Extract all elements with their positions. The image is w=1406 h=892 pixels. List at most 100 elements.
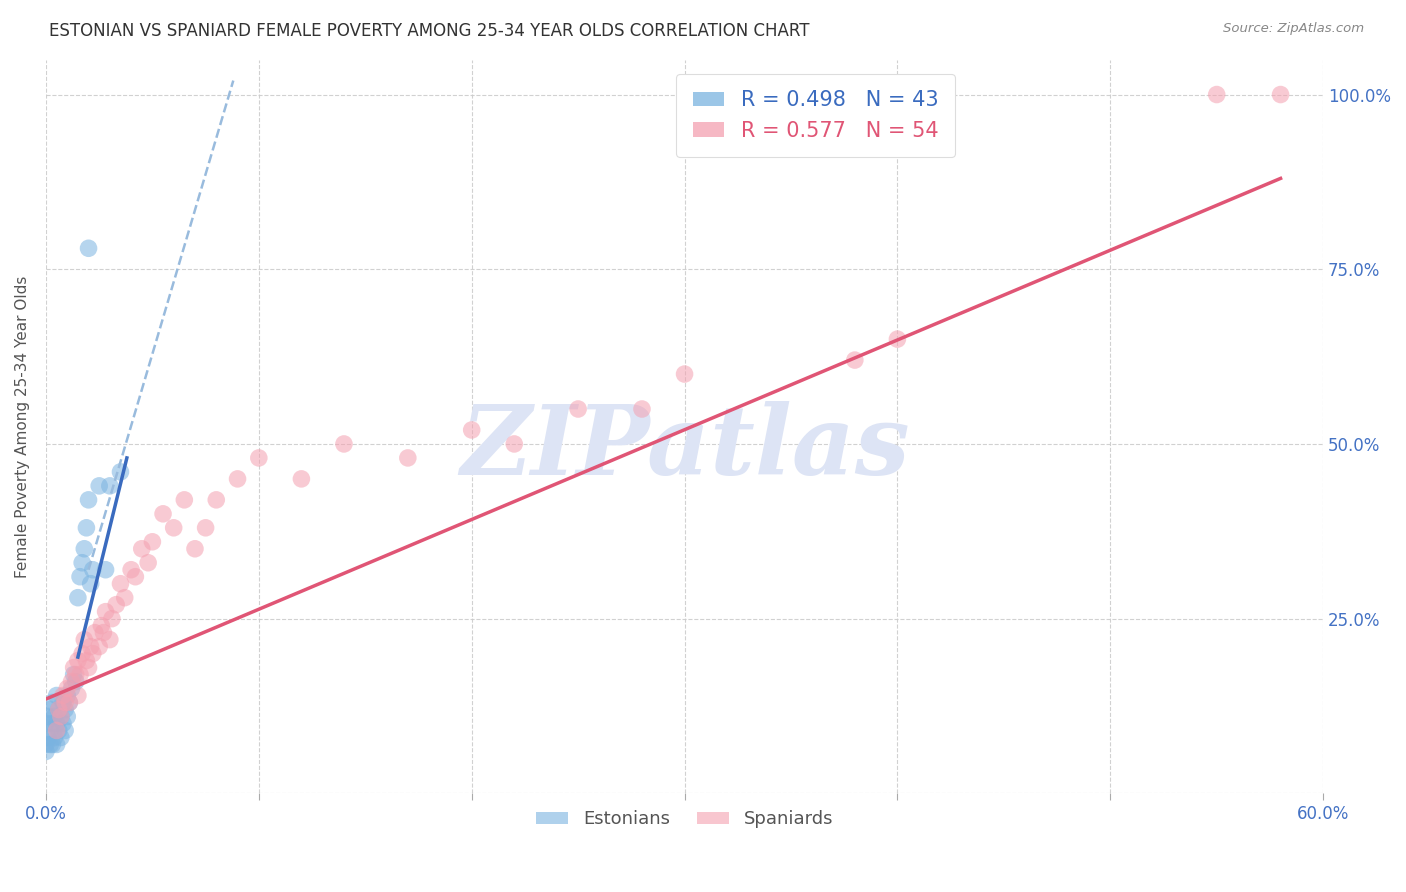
Point [58, 696, 80, 710]
Point [35, 716, 58, 731]
Point [98, 479, 121, 493]
Point [114, 591, 136, 605]
Point [75, 654, 97, 668]
Point [41, 696, 63, 710]
Point [60, 681, 83, 696]
Point [84, 625, 107, 640]
Point [93, 625, 115, 640]
Point [94, 605, 117, 619]
Text: ZIPatlas: ZIPatlas [460, 401, 910, 495]
Point [247, 450, 270, 465]
Point [48, 702, 70, 716]
Point [105, 598, 128, 612]
Point [49, 709, 72, 723]
Point [110, 465, 132, 479]
Point [52, 716, 75, 731]
Point [101, 612, 124, 626]
Legend: Estonians, Spaniards: Estonians, Spaniards [529, 803, 841, 836]
Point [35, 738, 58, 752]
Point [110, 576, 132, 591]
Point [60, 674, 83, 689]
Point [567, 402, 589, 417]
Point [66, 654, 89, 668]
Point [62, 667, 84, 681]
Point [65, 667, 87, 681]
Point [69, 667, 91, 681]
Point [73, 541, 96, 556]
Point [184, 541, 207, 556]
Point [45, 723, 67, 738]
Point [1205, 87, 1227, 102]
Point [56, 681, 79, 696]
Point [37, 731, 59, 745]
Point [89, 479, 111, 493]
Point [503, 437, 526, 451]
Point [49, 731, 72, 745]
Point [844, 353, 866, 368]
Point [48, 723, 70, 738]
Point [75, 521, 97, 535]
Point [77, 241, 100, 255]
Point [53, 702, 76, 716]
Point [141, 534, 163, 549]
Point [45, 738, 67, 752]
Point [152, 507, 174, 521]
Point [53, 696, 76, 710]
Point [460, 423, 482, 437]
Point [120, 563, 142, 577]
Point [66, 591, 89, 605]
Point [136, 556, 159, 570]
Point [631, 402, 654, 417]
Point [205, 492, 228, 507]
Point [90, 618, 112, 632]
Point [82, 647, 104, 661]
Point [886, 332, 908, 346]
Text: Source: ZipAtlas.com: Source: ZipAtlas.com [1223, 22, 1364, 36]
Point [53, 723, 76, 738]
Point [56, 689, 79, 703]
Point [62, 660, 84, 674]
Point [58, 696, 80, 710]
Point [41, 716, 63, 731]
Point [173, 492, 195, 507]
Point [39, 723, 62, 738]
Point [39, 738, 62, 752]
Point [65, 674, 87, 689]
Point [77, 492, 100, 507]
Point [94, 563, 117, 577]
Point [44, 731, 66, 745]
Point [37, 709, 59, 723]
Point [70, 556, 93, 570]
Point [66, 689, 89, 703]
Point [79, 576, 101, 591]
Point [194, 521, 217, 535]
Point [48, 702, 70, 716]
Point [69, 570, 91, 584]
Point [35, 744, 58, 758]
Point [45, 716, 67, 731]
Point [56, 709, 79, 723]
Point [226, 472, 249, 486]
Point [73, 632, 96, 647]
Point [1270, 87, 1292, 102]
Point [44, 709, 66, 723]
Point [41, 738, 63, 752]
Point [52, 696, 75, 710]
Point [396, 450, 419, 465]
Point [79, 640, 101, 654]
Point [49, 709, 72, 723]
Point [45, 689, 67, 703]
Point [70, 647, 93, 661]
Point [124, 570, 146, 584]
Point [163, 521, 186, 535]
Point [131, 541, 153, 556]
Point [77, 660, 100, 674]
Point [333, 437, 356, 451]
Point [290, 472, 312, 486]
Point [82, 563, 104, 577]
Point [98, 632, 121, 647]
Point [89, 640, 111, 654]
Point [39, 702, 62, 716]
Y-axis label: Female Poverty Among 25-34 Year Olds: Female Poverty Among 25-34 Year Olds [15, 276, 30, 578]
Text: ESTONIAN VS SPANIARD FEMALE POVERTY AMONG 25-34 YEAR OLDS CORRELATION CHART: ESTONIAN VS SPANIARD FEMALE POVERTY AMON… [49, 22, 810, 40]
